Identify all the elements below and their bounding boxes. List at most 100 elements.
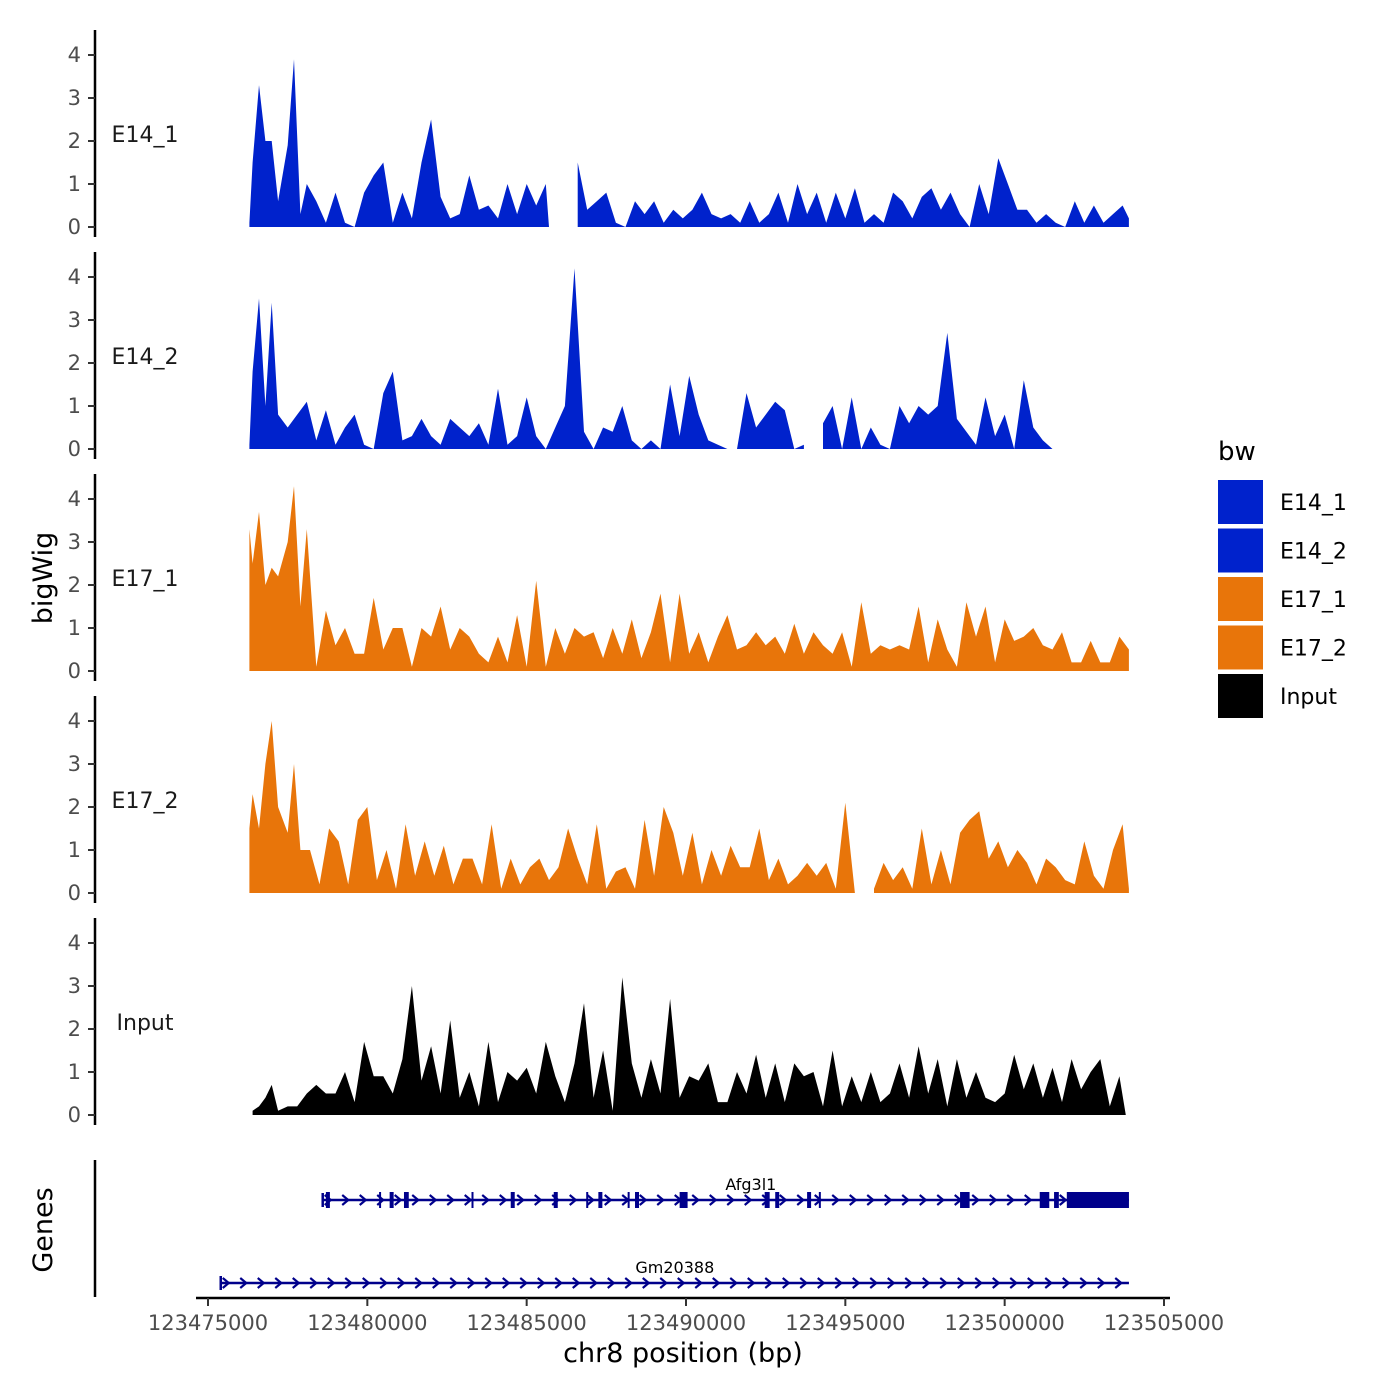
- strand-arrow: [887, 1277, 896, 1289]
- strand-arrow: [747, 1277, 756, 1289]
- strand-arrow: [341, 1194, 350, 1206]
- exon: [775, 1192, 780, 1208]
- signal-area-e14_2: [249, 268, 804, 449]
- y-tick-label: 4: [68, 931, 81, 955]
- strand-arrow: [642, 1277, 651, 1289]
- x-axis: 123475000 123480000 123485000 123490000 1234…: [148, 1296, 1224, 1335]
- strand-arrow: [1044, 1277, 1053, 1289]
- legend-label-e14_2: E14_2: [1280, 540, 1347, 565]
- strand-arrow: [656, 1194, 665, 1206]
- strand-arrow: [849, 1194, 858, 1206]
- y-tick-label: 2: [68, 1017, 81, 1041]
- gene-gm20388: Gm20388: [219, 1258, 1129, 1290]
- strand-arrow: [481, 1194, 490, 1206]
- strand-arrow: [502, 1277, 511, 1289]
- strand-arrow: [572, 1277, 581, 1289]
- strand-arrow: [239, 1277, 248, 1289]
- strand-arrow: [884, 1194, 893, 1206]
- x-tick-label: 123490000: [626, 1311, 746, 1335]
- strand-arrow: [764, 1277, 773, 1289]
- strand-arrow: [869, 1277, 878, 1289]
- strand-arrow: [344, 1277, 353, 1289]
- track-panel-input: 0 1 2 3 4 Input: [68, 918, 1126, 1127]
- strand-arrow: [939, 1277, 948, 1289]
- track-label: Input: [117, 1011, 174, 1036]
- strand-arrow: [901, 1194, 910, 1206]
- strand-arrow: [1024, 1194, 1033, 1206]
- track-panel-e17_2: 0 1 2 3 4 E17_2: [68, 696, 1129, 905]
- x-axis-title: chr8 position (bp): [563, 1338, 803, 1369]
- legend-swatch-e17_2: [1218, 625, 1263, 670]
- x-tick-label: 123485000: [467, 1311, 587, 1335]
- legend-label-input: Input: [1280, 685, 1337, 710]
- strand-arrow: [1062, 1277, 1071, 1289]
- strand-arrow: [729, 1277, 738, 1289]
- strand-arrow: [537, 1277, 546, 1289]
- strand-arrow: [677, 1277, 686, 1289]
- strand-arrow: [691, 1194, 700, 1206]
- strand-arrow: [327, 1277, 336, 1289]
- strand-arrow: [569, 1194, 578, 1206]
- strand-arrow: [607, 1277, 616, 1289]
- strand-arrow: [659, 1277, 668, 1289]
- strand-arrow: [1006, 1194, 1015, 1206]
- strand-arrow: [989, 1194, 998, 1206]
- signal-area-e14_2: [823, 332, 1072, 449]
- strand-arrow: [831, 1194, 840, 1206]
- strand-arrow: [957, 1277, 966, 1289]
- legend: bw E14_1 E14_2 E17_1 E17_2 Input: [1218, 437, 1347, 718]
- legend-label-e17_2: E17_2: [1280, 637, 1347, 662]
- strand-arrow: [712, 1277, 721, 1289]
- strand-arrow: [359, 1194, 368, 1206]
- legend-swatch-e17_1: [1218, 577, 1263, 621]
- strand-arrow: [866, 1194, 875, 1206]
- exon: [598, 1192, 603, 1208]
- y-tick-label: 4: [68, 265, 81, 289]
- y-tick-label: 4: [68, 43, 81, 67]
- signal-area-e17_2: [874, 811, 1129, 893]
- strand-arrow: [922, 1277, 931, 1289]
- legend-label-e14_1: E14_1: [1280, 491, 1347, 516]
- y-tick-label: 3: [68, 974, 81, 998]
- genes-axis-title: Genes: [28, 1187, 59, 1272]
- legend-label-e17_1: E17_1: [1280, 588, 1347, 613]
- strand-arrow: [1027, 1277, 1036, 1289]
- strand-arrow: [796, 1194, 805, 1206]
- y-tick-label: 0: [68, 215, 81, 239]
- exon: [807, 1192, 812, 1208]
- strand-arrow: [974, 1277, 983, 1289]
- strand-arrow: [799, 1277, 808, 1289]
- y-tick-label: 1: [68, 394, 81, 418]
- legend-swatch-input: [1218, 674, 1263, 718]
- track-panels: 0 1 2 3 4 E14_1 0 1 2 3 4 E14_2 0 1 2 3 4 E17_1 0 1 2 3 4 E17_2…: [68, 30, 1129, 1127]
- strand-arrow: [554, 1277, 563, 1289]
- x-tick-label: 123505000: [1104, 1311, 1224, 1335]
- strand-arrow: [834, 1277, 843, 1289]
- y-tick-label: 0: [68, 1103, 81, 1127]
- strand-arrow: [624, 1277, 633, 1289]
- strand-arrow: [257, 1277, 266, 1289]
- strand-arrow: [782, 1277, 791, 1289]
- y-tick-label: 0: [68, 437, 81, 461]
- strand-arrow: [362, 1277, 371, 1289]
- strand-arrow: [992, 1277, 1001, 1289]
- strand-arrow: [516, 1194, 525, 1206]
- strand-arrow: [429, 1194, 438, 1206]
- x-tick-label: 123500000: [945, 1311, 1065, 1335]
- strand-arrow: [274, 1277, 283, 1289]
- strand-arrow: [464, 1194, 473, 1206]
- strand-arrow: [1097, 1277, 1106, 1289]
- strand-arrow: [432, 1277, 441, 1289]
- y-tick-label: 4: [68, 487, 81, 511]
- exon: [403, 1192, 409, 1208]
- signal-area-e17_2: [249, 721, 855, 893]
- strand-arrow: [446, 1194, 455, 1206]
- strand-arrow: [936, 1194, 945, 1206]
- y-tick-label: 2: [68, 573, 81, 597]
- signal-area-e14_1: [577, 158, 1129, 227]
- signal-area-e14_1: [249, 59, 549, 227]
- signal-area-e17_1: [249, 486, 1129, 671]
- legend-swatch-e14_2: [1218, 528, 1263, 573]
- strand-arrow: [534, 1194, 543, 1206]
- strand-arrow: [709, 1194, 718, 1206]
